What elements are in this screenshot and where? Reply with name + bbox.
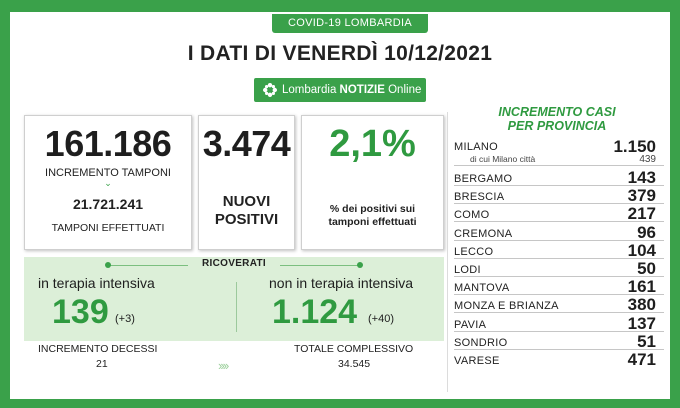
- province-row: VARESE 471: [454, 350, 664, 369]
- non-terapia-intensiva-label: non in terapia intensiva: [269, 275, 413, 291]
- province-name: LODI: [454, 264, 481, 276]
- row-rule: [454, 185, 664, 186]
- province-row: MONZA E BRIANZA 380: [454, 295, 664, 315]
- percentuale-label-1: % dei positivi sui: [329, 203, 416, 215]
- row-rule: [454, 165, 664, 166]
- province-value: 96: [637, 222, 656, 242]
- province-value: 50: [637, 259, 656, 278]
- province-name: CREMONA: [454, 227, 513, 240]
- row-rule: [454, 312, 664, 314]
- row-rule: [454, 330, 664, 332]
- province-row: CREMONA 96: [454, 222, 664, 242]
- province-value: 104: [627, 240, 656, 260]
- tamponi-incremento-value: 161.186: [44, 123, 172, 164]
- row-rule: [454, 276, 664, 277]
- row-rule: [454, 294, 664, 296]
- percentuale-label-2: tamponi effettuati: [328, 216, 417, 228]
- chevron-down-icon: ⌄: [104, 178, 112, 188]
- tamponi-totale-label: TAMPONI EFFETTUATI: [51, 222, 165, 234]
- ricoverati-rule-right: [280, 265, 360, 266]
- province-row: SONDRIO 51: [454, 331, 664, 351]
- tamponi-card: 161.186 INCREMENTO TAMPONI ⌄ 21.721.241 …: [24, 115, 192, 250]
- tamponi-totale-value: 21.721.241: [72, 196, 144, 212]
- province-row: LECCO 104: [454, 240, 664, 260]
- province-name: MONZA E BRIANZA: [454, 300, 559, 313]
- brand-text: Lombardia NOTIZIE Online: [282, 84, 422, 96]
- row-rule: [454, 203, 664, 205]
- province-value: 137: [627, 313, 656, 333]
- terapia-intensiva-value: 139: [52, 293, 109, 331]
- decessi-value: 21: [96, 358, 108, 370]
- nuovi-positivi-label-2: POSITIVI: [214, 211, 279, 228]
- page-title: I DATI DI VENERDÌ 10/12/2021: [187, 42, 493, 65]
- column-separator: [447, 112, 448, 392]
- milano-city-value: 439: [639, 154, 656, 165]
- province-name: SONDRIO: [454, 336, 508, 349]
- row-rule: [454, 239, 664, 241]
- province-value: 161: [627, 277, 656, 297]
- region-tag: COVID-19 LOMBARDIA: [272, 14, 428, 33]
- province-name: BERGAMO: [454, 173, 513, 185]
- province-name: MANTOVA: [454, 282, 510, 295]
- province-row: BRESCIA 379: [454, 186, 664, 206]
- province-row: PAVIA 137: [454, 313, 664, 333]
- totale-decessi-value: 34.545: [338, 358, 371, 370]
- non-terapia-intensiva-value: 1.124: [272, 293, 358, 331]
- province-row: LODI 50: [454, 259, 664, 278]
- ricoverati-panel: RICOVERATI in terapia intensiva 139 (+3)…: [24, 257, 444, 341]
- ricoverati-rule-left: [108, 265, 188, 266]
- brand-logo[interactable]: Lombardia NOTIZIE Online: [254, 78, 426, 102]
- ricoverati-divider: [236, 282, 237, 332]
- province-name: BRESCIA: [454, 191, 505, 204]
- province-title: INCREMENTO CASI PER PROVINCIA: [498, 105, 616, 133]
- nuovi-positivi-label-1: NUOVI: [222, 193, 271, 210]
- ricoverati-label: RICOVERATI: [202, 258, 266, 269]
- lombardia-rose-icon: [263, 83, 277, 97]
- province-value: 471: [627, 350, 656, 369]
- milano-city-label: di cui Milano città: [470, 154, 536, 164]
- tamponi-incremento-label: INCREMENTO TAMPONI: [45, 167, 171, 179]
- row-rule: [454, 221, 664, 223]
- province-name: COMO: [454, 209, 490, 222]
- totale-decessi-label: TOTALE COMPLESSIVO: [294, 343, 414, 355]
- percentuale-value: 2,1%: [329, 123, 416, 165]
- province-value: 217: [627, 204, 656, 224]
- arrows-icon: ››››: [218, 358, 229, 373]
- province-name: PAVIA: [454, 318, 487, 331]
- province-value: 380: [627, 295, 656, 315]
- ricoverati-dot-right: [357, 262, 363, 268]
- province-row-milano: MILANO 1.150 di cui Milano città 439: [454, 137, 664, 166]
- province-row: COMO 217: [454, 204, 664, 224]
- row-rule: [454, 348, 664, 350]
- terapia-intensiva-delta: (+3): [115, 313, 135, 325]
- percentuale-positivi-card: 2,1% % dei positivi sui tamponi effettua…: [301, 115, 444, 250]
- decessi-label: INCREMENTO DECESSI: [38, 343, 158, 355]
- province-name: LECCO: [454, 245, 494, 258]
- non-terapia-intensiva-delta: (+40): [368, 313, 394, 325]
- province-name: VARESE: [454, 355, 500, 367]
- infographic-frame: COVID-19 LOMBARDIA I DATI DI VENERDÌ 10/…: [10, 12, 670, 399]
- terapia-intensiva-label: in terapia intensiva: [38, 275, 155, 291]
- province-value: 143: [627, 168, 656, 187]
- province-name: MILANO: [454, 141, 498, 153]
- province-value: 51: [637, 331, 656, 351]
- province-value: 1.150: [613, 137, 656, 156]
- province-row: MANTOVA 161: [454, 277, 664, 297]
- nuovi-positivi-card: 3.474 NUOVI POSITIVI: [198, 115, 295, 250]
- ricoverati-dot-left: [105, 262, 111, 268]
- row-rule: [454, 257, 664, 259]
- nuovi-positivi-value: 3.474: [202, 123, 291, 164]
- province-row: BERGAMO 143: [454, 168, 664, 187]
- province-value: 379: [627, 186, 656, 206]
